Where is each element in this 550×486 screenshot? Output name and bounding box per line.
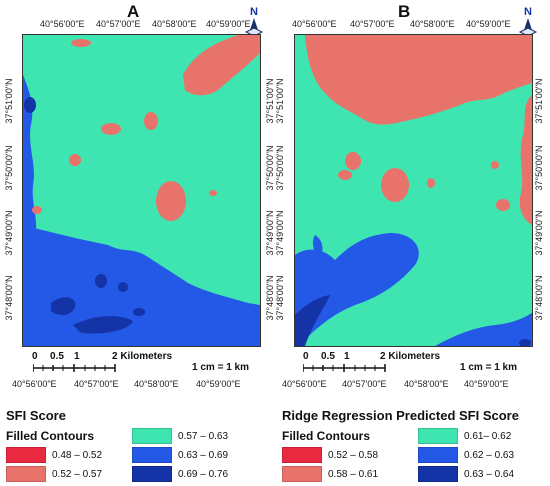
panel-b-scale-bar [303, 364, 386, 372]
legend-swatch [282, 447, 322, 463]
panel-b-top-x-tick: 40°56'00"E [292, 19, 337, 29]
legend-a-title: SFI Score [6, 408, 66, 423]
panel-a-left-y-tick: 37°49'00"N [4, 210, 14, 256]
legend-a-item: 0.52 – 0.57 [6, 466, 102, 482]
panel-a-left-y-tick: 37°50'00"N [4, 145, 14, 191]
legend-swatch [418, 447, 458, 463]
legend-swatch [418, 466, 458, 482]
panel-a-contour-map [23, 35, 260, 346]
legend-swatch [132, 466, 172, 482]
legend-item-label: 0.57 – 0.63 [178, 430, 229, 442]
legend-swatch [132, 428, 172, 444]
panel-b-bottom-x-tick: 40°57'00"E [342, 379, 387, 389]
panel-b-map [294, 34, 533, 347]
legend-b-item: 0.61– 0.62 [418, 428, 511, 444]
panel-a-bottom-x-tick: 40°57'00"E [74, 379, 119, 389]
legend-swatch [6, 447, 46, 463]
panel-a-right-y-tick: 37°48'00"N [265, 275, 275, 321]
panel-a-left-y-tick: 37°48'00"N [4, 275, 14, 321]
panel-b-scale-number: 0.5 [321, 351, 335, 362]
panel-a-letter: A [127, 2, 140, 21]
panel-b-left-y-tick: 37°48'00"N [275, 275, 285, 321]
panel-a-bottom-x-tick: 40°59'00"E [196, 379, 241, 389]
legend-swatch [6, 466, 46, 482]
legend-item-label: 0.69 – 0.76 [178, 468, 229, 480]
legend-item-label: 0.52 – 0.57 [52, 468, 103, 480]
panel-b-right-y-tick: 37°48'00"N [534, 275, 544, 321]
panel-a-top-x-tick: 40°59'00"E [206, 19, 251, 29]
legend-a-item: 0.63 – 0.69 [132, 447, 228, 463]
legend-item-label: 0.52 – 0.58 [328, 449, 379, 461]
north-label: N [524, 6, 532, 18]
legend-swatch [282, 466, 322, 482]
legend-item-label: 0.63 – 0.69 [178, 449, 229, 461]
panel-a-map [22, 34, 261, 347]
legend-b-item: 0.63 – 0.64 [418, 466, 514, 482]
panel-a-scale-note: 1 cm = 1 km [192, 362, 249, 373]
panel-b-top-x-tick: 40°59'00"E [466, 19, 511, 29]
panel-b-bottom-x-tick: 40°58'00"E [404, 379, 449, 389]
panel-b-scale-number: 1 [344, 351, 350, 362]
panel-b-scale-note: 1 cm = 1 km [460, 362, 517, 373]
north-label: N [250, 6, 258, 18]
panel-b-left-y-tick: 37°51'00"N [275, 78, 285, 124]
panel-b-left-y-tick: 37°50'00"N [275, 145, 285, 191]
panel-a-top-x-tick: 40°58'00"E [152, 19, 197, 29]
panel-b-contour-map [295, 35, 532, 346]
panel-b-left-y-tick: 37°49'00"N [275, 210, 285, 256]
panel-b-scale-number: 0 [303, 351, 309, 362]
panel-b-bottom-x-tick: 40°59'00"E [464, 379, 509, 389]
legend-item-label: 0.58 – 0.61 [328, 468, 379, 480]
legend-b-title: Ridge Regression Predicted SFI Score [282, 408, 519, 423]
legend-swatch [132, 447, 172, 463]
panel-b-top-x-tick: 40°57'00"E [350, 19, 395, 29]
panel-a-left-y-tick: 37°51'00"N [4, 78, 14, 124]
panel-a-right-y-tick: 37°50'00"N [265, 145, 275, 191]
legend-a-item: 0.69 – 0.76 [132, 466, 228, 482]
legend-swatch [418, 428, 458, 444]
panel-b-scale-number: 2 Kilometers [380, 351, 441, 362]
panel-a-scale-number: 1 [74, 351, 80, 362]
panel-b-right-y-tick: 37°49'00"N [534, 210, 544, 256]
legend-b-item: 0.62 – 0.63 [418, 447, 514, 463]
panel-a-right-y-tick: 37°51'00"N [265, 78, 275, 124]
legend-a-item: 0.48 – 0.52 [6, 447, 102, 463]
panel-a-scale-number: 2 Kilometers [112, 351, 173, 362]
panel-b-letter: B [398, 2, 411, 21]
panel-b-right-y-tick: 37°50'00"N [534, 145, 544, 191]
panel-b-top-x-tick: 40°58'00"E [410, 19, 455, 29]
legend-b-item: 0.52 – 0.58 [282, 447, 378, 463]
panel-b-bottom-x-tick: 40°56'00"E [282, 379, 327, 389]
legend-item-label: 0.61– 0.62 [464, 430, 512, 442]
panel-b-right-y-tick: 37°51'00"N [534, 78, 544, 124]
legend-a-subtitle: Filled Contours [6, 429, 94, 443]
legend-item-label: 0.48 – 0.52 [52, 449, 103, 461]
panel-a-right-y-tick: 37°49'00"N [265, 210, 275, 256]
panel-a-bottom-x-tick: 40°56'00"E [12, 379, 57, 389]
legend-item-label: 0.62 – 0.63 [464, 449, 515, 461]
panel-a-bottom-x-tick: 40°58'00"E [134, 379, 179, 389]
panel-a-scale-number: 0.5 [50, 351, 64, 362]
legend-b-subtitle: Filled Contours [282, 429, 370, 443]
panel-a-scale-number: 0 [32, 351, 38, 362]
legend-a-item: 0.57 – 0.63 [132, 428, 228, 444]
panel-a-scale-bar [33, 364, 116, 372]
legend-b-item: 0.58 – 0.61 [282, 466, 378, 482]
panel-a-top-x-tick: 40°57'00"E [96, 19, 141, 29]
panel-a-top-x-tick: 40°56'00"E [40, 19, 85, 29]
legend-item-label: 0.63 – 0.64 [464, 468, 515, 480]
